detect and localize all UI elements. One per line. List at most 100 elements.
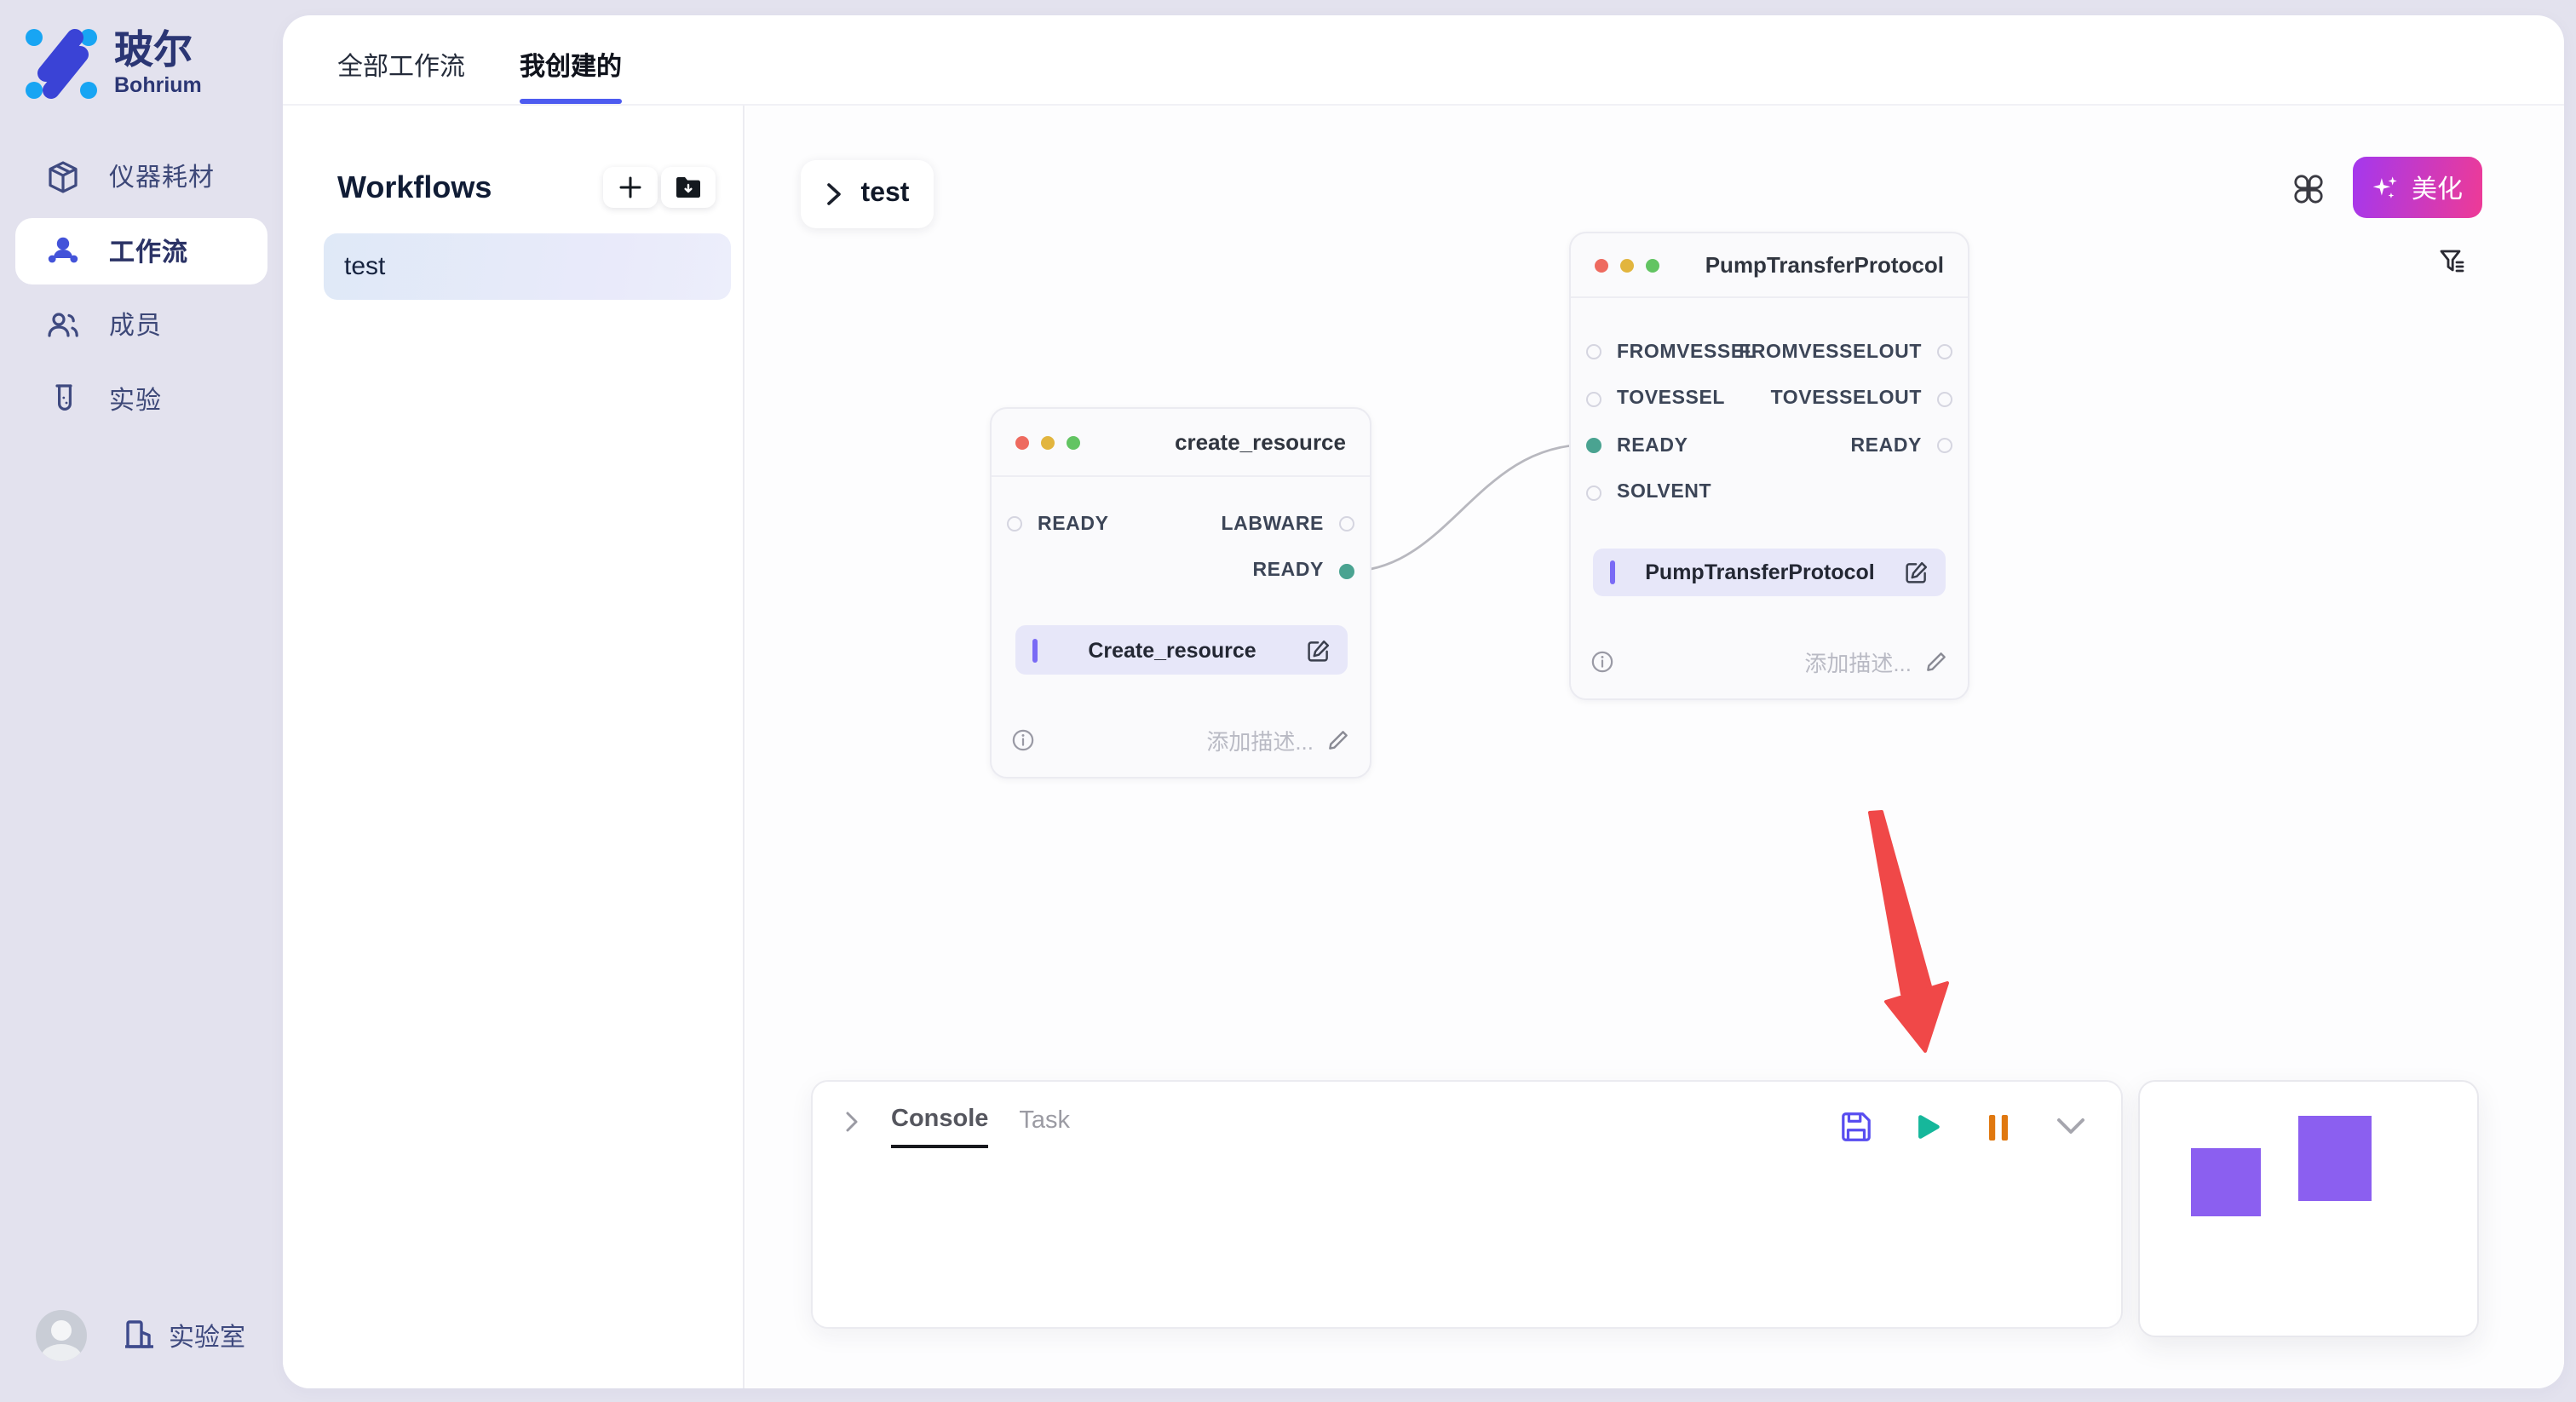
save-button[interactable]	[1838, 1110, 1872, 1144]
name-accent-bar	[1610, 560, 1615, 584]
tab-created-by-me[interactable]: 我创建的	[520, 48, 623, 104]
port-label: SOLVENT	[1617, 482, 1712, 503]
user-avatar[interactable]	[36, 1310, 87, 1361]
name-accent-bar	[1032, 638, 1038, 662]
port-label: READY	[1850, 435, 1922, 457]
mac-dots	[1015, 435, 1080, 449]
filter-icon[interactable]	[2440, 249, 2465, 276]
workflow-item-name: test	[344, 252, 386, 281]
node-name-pill[interactable]: Create_resource	[1015, 625, 1348, 675]
port-circle[interactable]	[1937, 344, 1952, 360]
dot-red	[1015, 435, 1029, 449]
members-icon	[46, 307, 80, 342]
collapse-chevron-icon[interactable]	[843, 1110, 860, 1132]
workflows-title: Workflows	[337, 170, 492, 204]
node-title: create_resource	[1175, 429, 1346, 455]
port-label: READY	[1617, 435, 1688, 457]
output-port[interactable]: LABWARE	[1222, 501, 1354, 548]
import-workflow-button[interactable]	[661, 167, 716, 208]
minimap[interactable]	[2138, 1080, 2479, 1337]
main-card: 全部工作流 我创建的 Workflows tes	[283, 15, 2564, 1388]
node-header[interactable]: create_resource	[992, 409, 1370, 477]
brand-name-en: Bohrium	[114, 72, 202, 97]
sidebar-item-experiments[interactable]: 实验	[15, 365, 267, 432]
info-icon[interactable]	[1012, 729, 1034, 751]
sidebar-item-instruments[interactable]: 仪器耗材	[15, 143, 267, 210]
minimap-node	[2298, 1116, 2372, 1201]
lab-switcher[interactable]: 实验室	[123, 1318, 245, 1353]
port-label: READY	[1252, 560, 1324, 582]
node-create-resource[interactable]: create_resource READY LABWARE READY	[990, 407, 1371, 779]
edit-icon[interactable]	[1905, 560, 1929, 584]
pause-button[interactable]	[1981, 1110, 2015, 1144]
package-icon	[46, 159, 80, 193]
port-label: FROMVESSEL	[1617, 342, 1757, 363]
minimap-node	[2191, 1148, 2261, 1216]
bohrium-logo-icon	[26, 29, 97, 99]
port-label: FROMVESSELOUT	[1739, 342, 1922, 363]
breadcrumb-label: test	[860, 179, 910, 208]
pencil-icon	[1927, 652, 1946, 671]
port-label: TOVESSEL	[1617, 388, 1726, 410]
lab-label: 实验室	[169, 1323, 246, 1352]
sidebar-item-workflow[interactable]: 工作流	[15, 217, 267, 284]
description-placeholder[interactable]: 添加描述...	[1206, 724, 1349, 756]
node-title: PumpTransferProtocol	[1705, 252, 1944, 278]
brand-name-cn: 玻尔	[114, 27, 193, 72]
port-circle[interactable]	[1586, 485, 1601, 501]
output-port[interactable]: FROMVESSELOUT	[1739, 329, 1952, 376]
beautify-button[interactable]: 美化	[2353, 157, 2482, 218]
run-button[interactable]	[1910, 1110, 1944, 1144]
port-circle[interactable]	[1937, 438, 1952, 454]
output-port[interactable]: READY	[1739, 422, 1952, 469]
info-icon[interactable]	[1591, 651, 1613, 673]
chevron-down-icon[interactable]	[2053, 1110, 2087, 1144]
input-port[interactable]: READY	[1586, 422, 1757, 469]
port-label: READY	[1038, 514, 1109, 535]
sidebar-item-label: 仪器耗材	[109, 164, 216, 192]
dot-red	[1595, 258, 1608, 272]
node-name: PumpTransferProtocol	[1645, 560, 1875, 584]
console-panel: Console Task	[811, 1080, 2123, 1329]
port-circle[interactable]	[1586, 438, 1601, 454]
output-port[interactable]: READY	[1222, 548, 1354, 595]
description-placeholder[interactable]: 添加描述...	[1804, 646, 1947, 678]
add-workflow-button[interactable]	[603, 167, 658, 208]
node-name: Create_resource	[1088, 638, 1256, 662]
folder-import-icon	[676, 177, 700, 198]
input-port[interactable]: READY	[1007, 501, 1109, 548]
port-circle[interactable]	[1586, 344, 1601, 360]
dot-yellow	[1620, 258, 1634, 272]
port-circle[interactable]	[1339, 563, 1354, 579]
brand-logo: 玻尔 Bohrium	[24, 26, 202, 101]
node-header[interactable]: PumpTransferProtocol	[1571, 233, 1968, 298]
port-circle[interactable]	[1937, 391, 1952, 407]
edit-icon[interactable]	[1307, 638, 1331, 662]
port-circle[interactable]	[1586, 391, 1601, 407]
task-tab[interactable]: Task	[1019, 1107, 1071, 1135]
input-port[interactable]: SOLVENT	[1586, 469, 1757, 516]
test-tube-icon	[46, 382, 80, 416]
sparkles-icon	[2373, 175, 2398, 198]
port-label: TOVESSELOUT	[1770, 388, 1922, 410]
input-port[interactable]: FROMVESSEL	[1586, 329, 1757, 376]
console-tab[interactable]: Console	[891, 1106, 989, 1148]
node-pump-transfer-protocol[interactable]: PumpTransferProtocol FROMVESSEL TOVESSEL…	[1569, 232, 1969, 700]
sidebar-nav: 仪器耗材 工作流	[0, 143, 283, 432]
port-circle[interactable]	[1007, 516, 1022, 532]
workspace-tabbar: 全部工作流 我创建的	[283, 15, 2564, 106]
sidebar-item-label: 实验	[109, 386, 163, 415]
node-name-pill[interactable]: PumpTransferProtocol	[1593, 549, 1946, 596]
workflow-list-item[interactable]: test	[324, 233, 731, 300]
port-circle[interactable]	[1339, 516, 1354, 532]
tab-all-workflows[interactable]: 全部工作流	[337, 53, 466, 82]
sidebar-item-members[interactable]: 成员	[15, 291, 267, 358]
mac-dots	[1595, 258, 1659, 272]
input-port[interactable]: TOVESSEL	[1586, 376, 1757, 422]
auto-layout-icon[interactable]	[2293, 174, 2324, 204]
output-port[interactable]: TOVESSELOUT	[1739, 376, 1952, 422]
sidebar: 玻尔 Bohrium 仪器耗材	[0, 0, 283, 1402]
dot-green	[1067, 435, 1080, 449]
breadcrumb[interactable]: test	[801, 160, 934, 228]
